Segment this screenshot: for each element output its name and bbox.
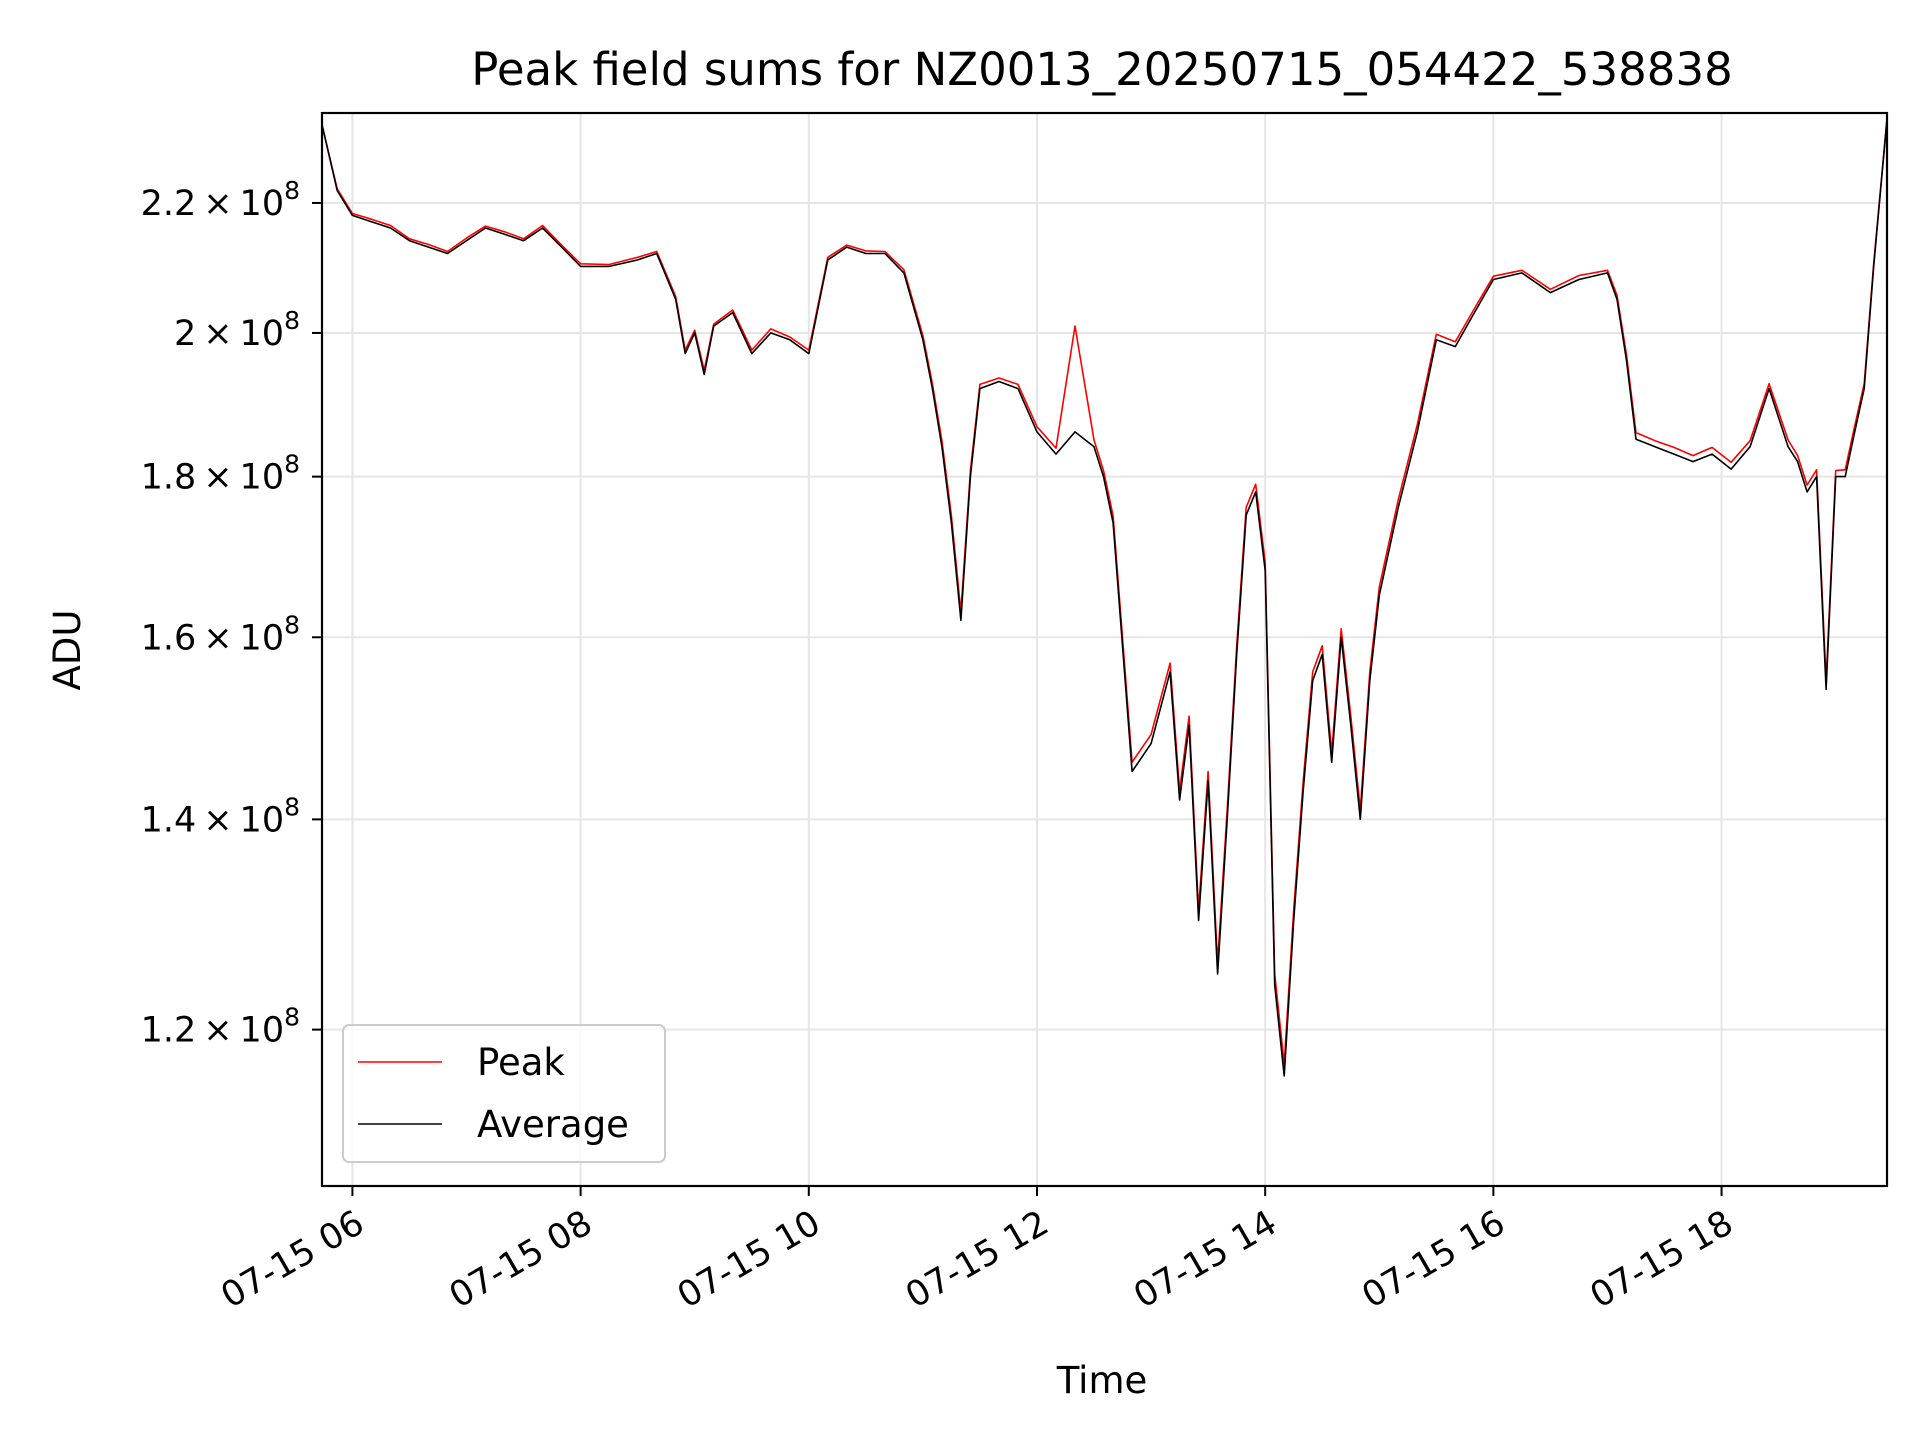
y-tick-label: 1.4 × 108 (141, 792, 300, 840)
y-axis-ticks: 1.2 × 108 1.4 × 108 1.6 × 108 1.8 × 108 2 × … (141, 176, 322, 1051)
legend-label-peak: Peak (477, 1041, 565, 1084)
y-tick-label: 1.8 × 108 (141, 450, 300, 498)
legend-box (342, 1024, 666, 1163)
y-tick-label: 1.2 × 108 (141, 1003, 300, 1051)
y-tick-label: 2.2 × 108 (141, 176, 300, 224)
chart-title: Peak field sums for NZ0013_20250715_0544… (471, 43, 1732, 96)
grid-lines (322, 113, 1887, 1186)
legend-label-average: Average (477, 1103, 629, 1146)
plot-area-frame (320, 111, 1889, 1188)
y-tick-label: 2 × 108 (174, 306, 300, 354)
x-axis-label: Time (1056, 1359, 1148, 1402)
y-axis-label: ADU (46, 610, 89, 691)
y-tick-label: 1.6 × 108 (141, 610, 300, 658)
series-line-average (321, 118, 1888, 1077)
series-lines (321, 118, 1888, 1077)
legend: Peak Average (342, 1024, 666, 1163)
series-line-peak (321, 118, 1888, 1065)
